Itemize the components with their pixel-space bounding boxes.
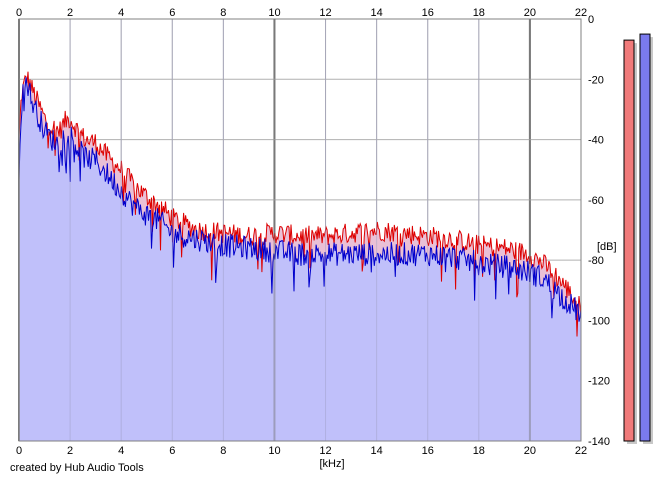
x-tick-label-top: 20: [524, 7, 536, 19]
spectrum-fill: [19, 71, 581, 441]
level-meter-bar: [639, 33, 651, 442]
x-tick-label-bottom: 6: [169, 445, 175, 457]
x-tick-label-top: 14: [371, 7, 383, 19]
x-tick-label-top: 2: [67, 7, 73, 19]
x-tick-label-top: 0: [16, 7, 22, 19]
x-tick-label-bottom: 22: [575, 445, 587, 457]
y-tick-label: -100: [588, 315, 610, 327]
x-axis-label: [kHz]: [319, 458, 344, 470]
level-meter-bar: [623, 39, 635, 442]
x-tick-label-bottom: 20: [524, 445, 536, 457]
y-tick-label: -140: [588, 436, 610, 448]
y-tick-label: 0: [588, 14, 594, 26]
x-tick-label-top: 12: [319, 7, 331, 19]
x-tick-label-bottom: 10: [268, 445, 280, 457]
x-tick-label-bottom: 0: [16, 445, 22, 457]
series-line-blue: [18, 77, 582, 322]
x-tick-label-bottom: 12: [319, 445, 331, 457]
credit-text: created by Hub Audio Tools: [10, 462, 144, 474]
x-tick-label-top: 4: [118, 7, 124, 19]
x-tick-label-top: 22: [575, 7, 587, 19]
x-tick-label-bottom: 18: [473, 445, 485, 457]
y-tick-label: -80: [588, 255, 604, 267]
y-axis-label: [dB]: [597, 241, 617, 253]
level-meters: [623, 33, 653, 444]
series-line-red: [18, 71, 582, 337]
x-tick-label-bottom: 14: [371, 445, 383, 457]
y-tick-label: -60: [588, 195, 604, 207]
tick-labels: 002244668810101212141416161818202022220-…: [16, 7, 610, 457]
plot-border: [18, 18, 582, 442]
y-tick-label: -40: [588, 135, 604, 147]
x-tick-label-top: 8: [220, 7, 226, 19]
series-area-blue: [19, 77, 581, 441]
x-tick-label-top: 18: [473, 7, 485, 19]
x-tick-label-bottom: 16: [422, 445, 434, 457]
y-tick-label: -120: [588, 376, 610, 388]
x-tick-label-top: 16: [422, 7, 434, 19]
x-tick-label-bottom: 4: [118, 445, 124, 457]
x-tick-label-top: 10: [268, 7, 280, 19]
x-tick-label-bottom: 8: [220, 445, 226, 457]
x-tick-label-top: 6: [169, 7, 175, 19]
x-tick-label-bottom: 2: [67, 445, 73, 457]
axes: [18, 18, 582, 442]
y-tick-label: -20: [588, 74, 604, 86]
